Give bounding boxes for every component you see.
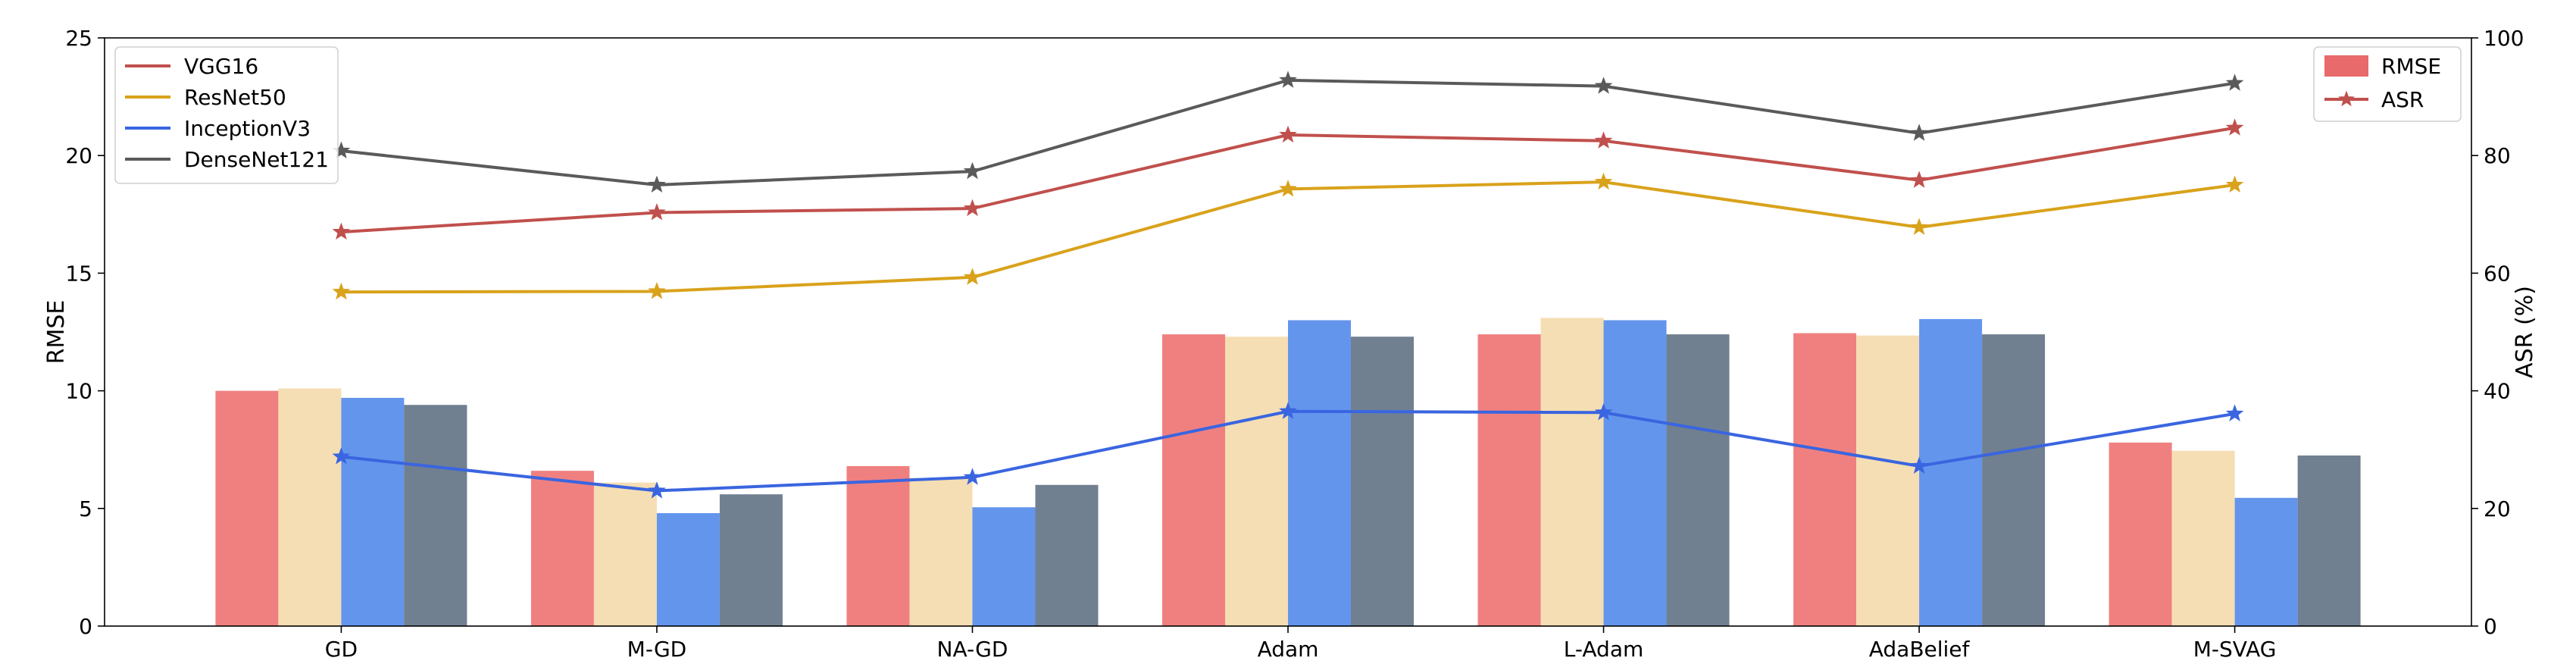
bar-densenet121-m-svag (2297, 455, 2361, 626)
bar-resnet50-gd (278, 388, 342, 626)
bar-resnet50-na-gd (909, 478, 973, 626)
bar-resnet50-l-adam (1540, 318, 1604, 626)
y-left-tick-label: 15 (65, 261, 92, 286)
point-densenet121-l-adam (1594, 77, 1613, 94)
point-vgg16-adam (1279, 125, 1297, 143)
legend-label-vgg16: VGG16 (184, 54, 258, 79)
point-resnet50-l-adam (1594, 172, 1613, 190)
bar-inceptionv3-l-adam (1603, 320, 1667, 626)
point-inceptionv3-gd (332, 447, 351, 465)
bar-densenet121-gd (404, 405, 467, 626)
legend-label-densenet121: DenseNet121 (184, 147, 329, 172)
y-right-axis-label: ASR (%) (2512, 286, 2538, 378)
legend-metrics: RMSE ASR (2313, 46, 2462, 122)
bar-vgg16-adam (1162, 334, 1225, 626)
y-right-tick-label: 60 (2484, 261, 2511, 286)
bar-inceptionv3-na-gd (972, 507, 1036, 626)
y-left-tick-label: 25 (65, 26, 92, 51)
bar-resnet50-adam (1225, 337, 1288, 626)
bar-densenet121-adam (1351, 337, 1414, 626)
point-resnet50-m-gd (648, 282, 666, 299)
point-inceptionv3-l-adam (1594, 402, 1613, 421)
bar-resnet50-m-gd (593, 482, 657, 626)
bar-vgg16-na-gd (846, 465, 910, 626)
point-vgg16-m-svag (2225, 118, 2244, 136)
legend-swatch-asr-star (2338, 90, 2355, 107)
bar-resnet50-m-svag (2171, 450, 2235, 626)
point-densenet121-adam (1279, 70, 1297, 88)
legend-swatch-rmse (2324, 55, 2368, 77)
point-resnet50-gd (332, 282, 351, 300)
x-tick-label: M-GD (627, 637, 687, 662)
bar-densenet121-adabelief (1982, 334, 2046, 626)
point-densenet121-na-gd (963, 161, 982, 180)
y-right-tick-label: 80 (2484, 143, 2511, 168)
point-resnet50-m-svag (2225, 175, 2244, 193)
y-left-tick-label: 20 (65, 143, 92, 168)
point-densenet121-m-gd (648, 175, 666, 193)
line-resnet50 (341, 180, 2235, 294)
y-right-tick-label: 20 (2484, 496, 2511, 521)
y-right-tick-label: 0 (2484, 614, 2497, 639)
y-right-tick-label: 100 (2484, 26, 2524, 51)
point-resnet50-adam (1279, 179, 1297, 197)
x-tick-label: GD (325, 637, 358, 662)
point-densenet121-adabelief (1910, 124, 1928, 141)
point-vgg16-adabelief (1910, 171, 1928, 188)
y-right-tick-label: 40 (2484, 379, 2511, 404)
bar-densenet121-na-gd (1035, 484, 1099, 626)
legend-models-box (114, 46, 339, 184)
x-tick-label: Adam (1258, 637, 1319, 662)
legend-label-rmse: RMSE (2381, 54, 2441, 79)
y-left-axis-label: RMSE (43, 300, 70, 365)
x-tick-label: NA-GD (937, 637, 1008, 662)
bar-densenet121-m-gd (719, 494, 783, 626)
x-tick-label: AdaBelief (1869, 637, 1971, 662)
point-inceptionv3-m-svag (2225, 404, 2244, 421)
bar-inceptionv3-m-gd (656, 513, 720, 626)
bar-densenet121-l-adam (1666, 334, 1730, 626)
axes-layer: 0 5 10 15 20 25 0 20 40 60 80 100 GD M-GD NA-GD Adam L-A… (65, 26, 2524, 662)
x-tick-label: M-SVAG (2193, 637, 2277, 662)
bar-inceptionv3-m-svag (2234, 497, 2298, 626)
point-inceptionv3-adabelief (1910, 456, 1928, 474)
bar-inceptionv3-gd (341, 397, 405, 626)
x-tick-label: L-Adam (1564, 637, 1643, 662)
y-left-tick-label: 5 (79, 496, 92, 521)
legend-label-inceptionv3: InceptionV3 (184, 116, 311, 141)
legend-label-resnet50: ResNet50 (184, 85, 286, 110)
point-vgg16-l-adam (1594, 131, 1613, 149)
bar-inceptionv3-adam (1288, 320, 1351, 626)
bar-vgg16-gd (215, 390, 279, 626)
y-left-tick-label: 10 (65, 379, 92, 404)
point-inceptionv3-adam (1279, 402, 1297, 419)
point-densenet121-m-svag (2225, 74, 2244, 91)
lines-layer (332, 70, 2244, 499)
point-vgg16-na-gd (963, 199, 982, 217)
point-resnet50-adabelief (1910, 218, 1928, 235)
bar-vgg16-m-svag (2109, 442, 2172, 626)
legend-models: VGG16 ResNet50 InceptionV3 DenseNet121 (114, 46, 339, 184)
bar-resnet50-adabelief (1856, 335, 1920, 626)
bars-layer (215, 318, 2361, 626)
legend-label-asr: ASR (2381, 87, 2424, 112)
bar-inceptionv3-adabelief (1919, 318, 1983, 626)
point-vgg16-m-gd (648, 203, 666, 221)
bar-vgg16-m-gd (530, 471, 594, 626)
point-vgg16-gd (332, 222, 351, 240)
point-inceptionv3-m-gd (648, 481, 666, 499)
point-resnet50-na-gd (963, 268, 982, 285)
bar-vgg16-adabelief (1793, 333, 1857, 626)
point-inceptionv3-na-gd (963, 468, 982, 485)
bar-vgg16-l-adam (1477, 334, 1541, 626)
y-left-tick-label: 0 (79, 614, 92, 639)
